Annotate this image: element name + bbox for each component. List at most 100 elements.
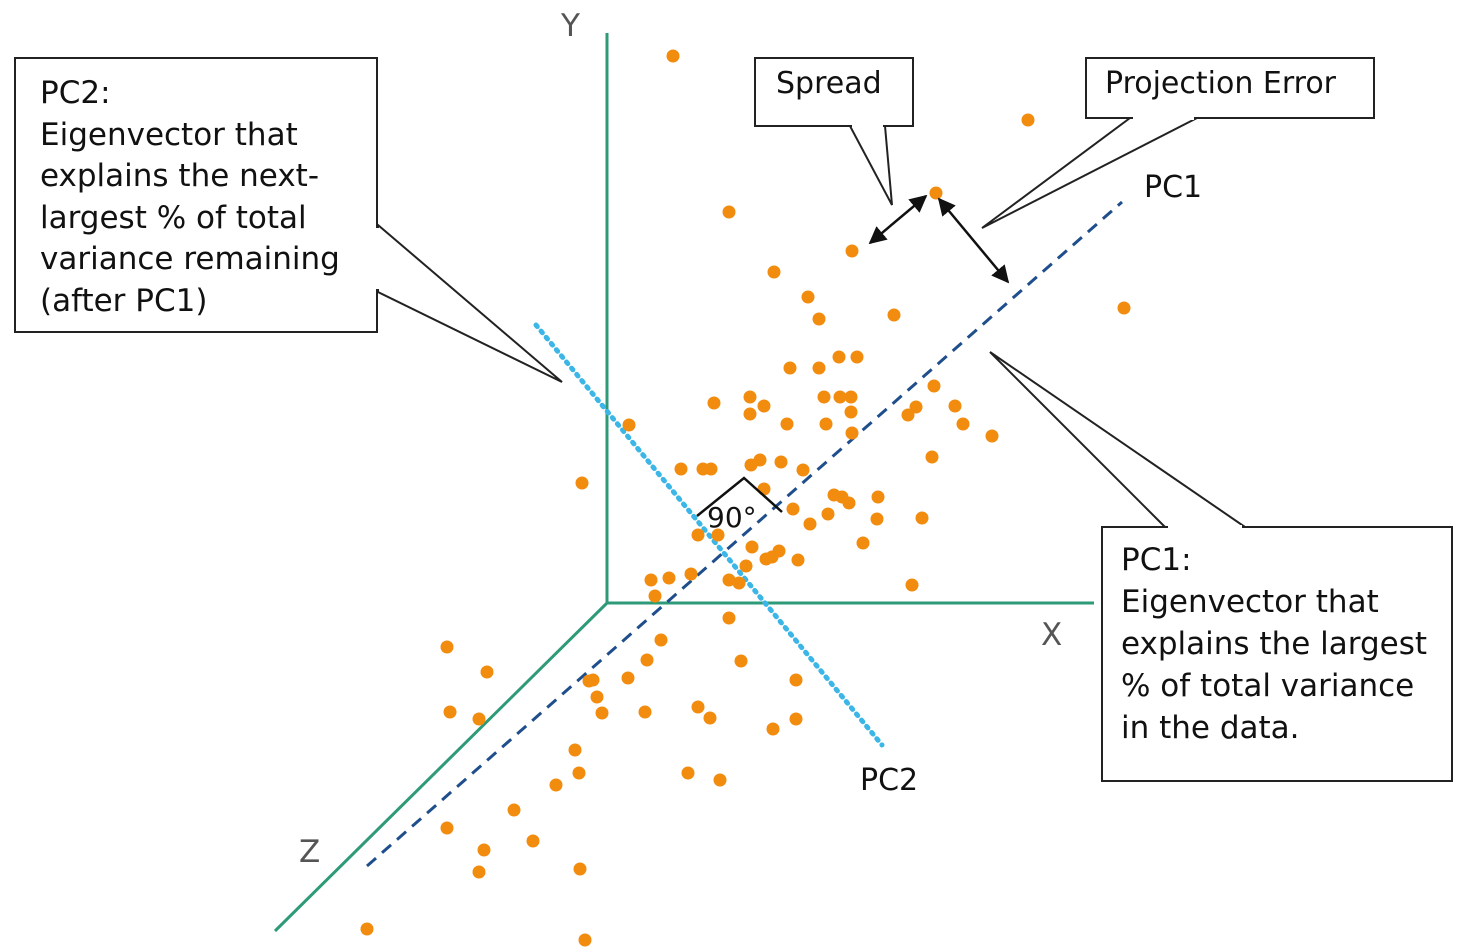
principal-component-lines: [366, 200, 1123, 868]
data-point: [870, 512, 884, 526]
pc1-callout-line: PC1:: [1121, 542, 1192, 578]
data-point: [549, 778, 563, 792]
data-point: [812, 312, 826, 326]
data-point: [915, 511, 929, 525]
data-point: [789, 712, 803, 726]
data-point: [801, 290, 815, 304]
spread-arrow: [868, 194, 928, 245]
data-point: [568, 743, 582, 757]
data-point: [582, 674, 596, 688]
axes: [273, 33, 1094, 933]
data-point: [595, 706, 609, 720]
data-point: [480, 665, 494, 679]
data-point: [743, 390, 757, 404]
data-point: [713, 773, 727, 787]
data-point: [783, 361, 797, 375]
annotations: [696, 194, 1010, 517]
pc2-callout-line: (after PC1): [40, 282, 208, 319]
data-point: [621, 671, 635, 685]
z-axis-line: [273, 601, 609, 933]
data-point: [856, 536, 870, 550]
data-point: [774, 455, 788, 469]
data-point: [640, 653, 654, 667]
right-angle-marker: [696, 476, 783, 517]
data-point: [734, 654, 748, 668]
data-point: [472, 865, 486, 879]
pc2-line-label: PC2: [860, 763, 919, 798]
pc1-callout-line: Eigenvector that: [1121, 584, 1379, 620]
data-point: [739, 559, 753, 573]
data-point: [789, 673, 803, 687]
data-point: [622, 418, 636, 432]
data-point: [744, 458, 758, 472]
data-point: [819, 417, 833, 431]
data-point: [743, 407, 757, 421]
pc2-callout-line: Eigenvector that: [40, 116, 298, 153]
data-point: [590, 690, 604, 704]
data-point: [845, 426, 859, 440]
data-point: [572, 766, 586, 780]
data-point: [440, 640, 454, 654]
data-point: [817, 390, 831, 404]
z-axis-label: Z: [299, 834, 321, 870]
data-points: [360, 49, 1131, 947]
pc1-callout-box: PC1: Eigenvector that explains the large…: [1101, 526, 1453, 782]
data-point: [821, 507, 835, 521]
pc2-callout-line: explains the next-: [40, 158, 320, 194]
y-axis-label: Y: [561, 8, 580, 44]
data-point: [812, 361, 826, 375]
x-axis-label: X: [1041, 617, 1063, 653]
pc2-callout-line: PC2:: [40, 75, 111, 111]
data-point: [638, 705, 652, 719]
data-point: [985, 429, 999, 443]
data-point: [674, 462, 688, 476]
data-point: [927, 379, 941, 393]
spread-callout: Spread: [754, 57, 914, 127]
data-point: [786, 502, 800, 516]
pc2-callout-box: PC2: Eigenvector that explains the next-…: [14, 57, 378, 333]
data-point: [956, 417, 970, 431]
data-point: [360, 922, 374, 936]
data-point: [766, 722, 780, 736]
data-point: [575, 476, 589, 490]
data-point: [844, 405, 858, 419]
pc2-callout-line: largest % of total: [40, 199, 307, 236]
data-point: [803, 517, 817, 531]
projection-error-arrow: [937, 197, 1010, 284]
data-point: [722, 205, 736, 219]
pc1-line-label: PC1: [1144, 170, 1203, 205]
data-point: [707, 396, 721, 410]
data-point: [796, 463, 810, 477]
data-point: [765, 550, 779, 564]
data-point: [472, 712, 486, 726]
data-point: [1021, 113, 1035, 127]
data-point: [1117, 301, 1131, 315]
data-point: [925, 450, 939, 464]
data-point: [648, 589, 662, 603]
data-point: [662, 571, 676, 585]
data-point: [684, 567, 698, 581]
data-point: [644, 573, 658, 587]
data-point: [526, 834, 540, 848]
pc1-dashed-line: [366, 200, 1123, 868]
data-point: [871, 490, 885, 504]
pc1-callout-line: explains the largest: [1121, 626, 1428, 662]
data-point: [732, 576, 746, 590]
data-point: [909, 400, 923, 414]
pc1-callout-line: in the data.: [1121, 710, 1300, 746]
data-point: [844, 390, 858, 404]
projection-error-callout: Projection Error: [1085, 57, 1375, 119]
data-point: [929, 186, 943, 200]
data-point: [443, 705, 457, 719]
data-point: [757, 482, 771, 496]
data-point: [850, 350, 864, 364]
data-point: [440, 821, 454, 835]
data-point: [681, 766, 695, 780]
data-point: [654, 633, 668, 647]
data-point: [745, 540, 759, 554]
data-point: [757, 399, 771, 413]
data-point: [711, 528, 725, 542]
data-point: [901, 408, 915, 422]
data-point: [833, 390, 847, 404]
